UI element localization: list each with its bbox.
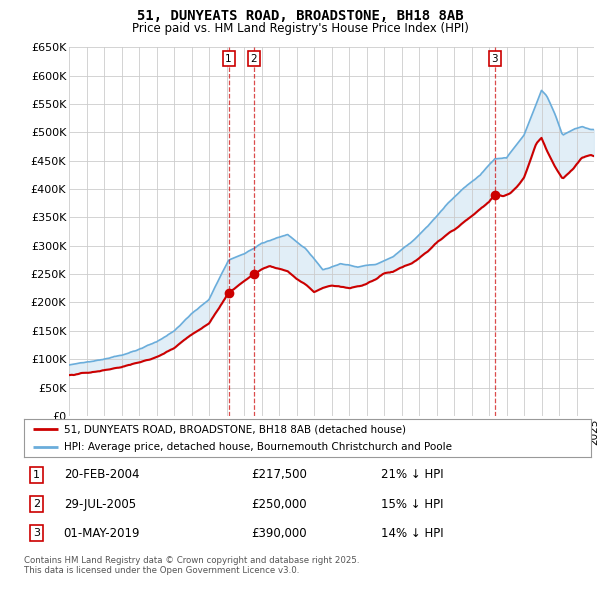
Text: Contains HM Land Registry data © Crown copyright and database right 2025.
This d: Contains HM Land Registry data © Crown c…: [24, 556, 359, 575]
Text: £390,000: £390,000: [251, 527, 307, 540]
Text: £217,500: £217,500: [251, 468, 307, 481]
Text: 20-FEB-2004: 20-FEB-2004: [64, 468, 139, 481]
Text: 3: 3: [33, 529, 40, 538]
Text: 14% ↓ HPI: 14% ↓ HPI: [381, 527, 444, 540]
Text: 2: 2: [250, 54, 257, 64]
Text: 1: 1: [225, 54, 232, 64]
Text: Price paid vs. HM Land Registry's House Price Index (HPI): Price paid vs. HM Land Registry's House …: [131, 22, 469, 35]
Text: HPI: Average price, detached house, Bournemouth Christchurch and Poole: HPI: Average price, detached house, Bour…: [64, 442, 452, 452]
Text: £250,000: £250,000: [251, 497, 307, 510]
Text: 1: 1: [33, 470, 40, 480]
Text: 51, DUNYEATS ROAD, BROADSTONE, BH18 8AB (detached house): 51, DUNYEATS ROAD, BROADSTONE, BH18 8AB …: [64, 424, 406, 434]
Text: 15% ↓ HPI: 15% ↓ HPI: [381, 497, 444, 510]
Text: 51, DUNYEATS ROAD, BROADSTONE, BH18 8AB: 51, DUNYEATS ROAD, BROADSTONE, BH18 8AB: [137, 9, 463, 23]
Text: 3: 3: [491, 54, 498, 64]
Text: 2: 2: [33, 499, 40, 509]
Text: 29-JUL-2005: 29-JUL-2005: [64, 497, 136, 510]
Text: 01-MAY-2019: 01-MAY-2019: [64, 527, 140, 540]
Text: 21% ↓ HPI: 21% ↓ HPI: [381, 468, 444, 481]
